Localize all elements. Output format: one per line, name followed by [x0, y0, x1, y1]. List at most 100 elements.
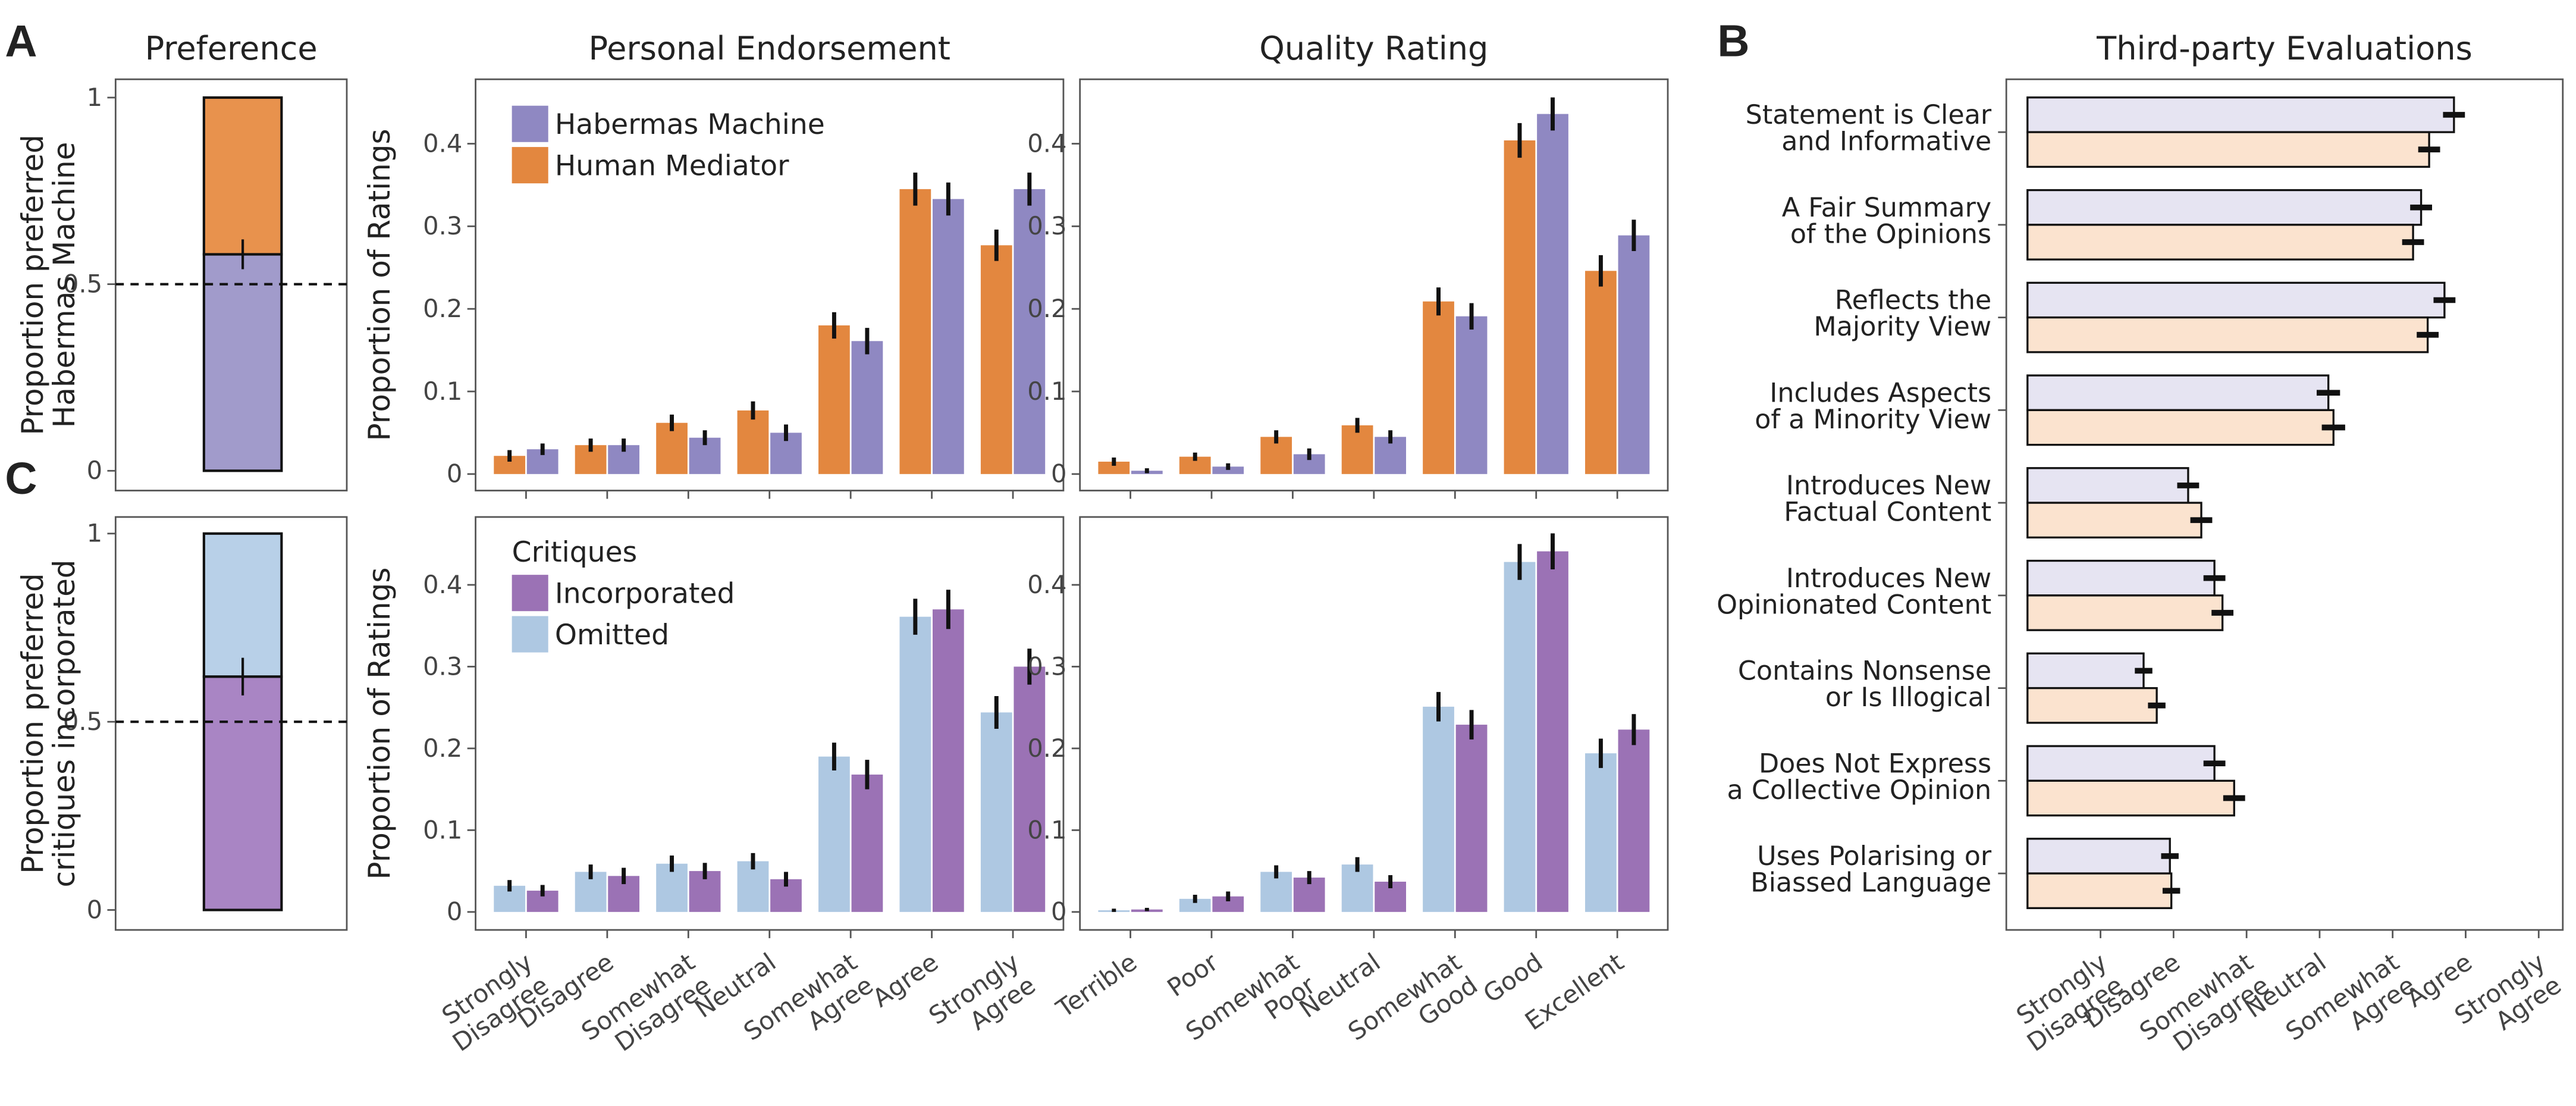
bar-segment [202, 675, 283, 911]
y-tick-label: 0.1 [423, 815, 462, 844]
bar [851, 341, 883, 474]
bar [2026, 281, 2446, 319]
bar-segment [202, 253, 283, 472]
bar [1504, 562, 1536, 912]
y-tick-label: Introduces New Opinionated Content [1717, 563, 1991, 620]
y-tick-label: 0 [447, 897, 462, 926]
bar [737, 861, 769, 912]
bar [1212, 466, 1244, 474]
y-tick-label: 0.1 [1027, 815, 1066, 844]
panel-title: Quality Rating [1259, 30, 1488, 67]
bar [1537, 114, 1568, 474]
y-tick-label: 0.1 [423, 377, 462, 406]
y-tick-label: 0 [1051, 459, 1066, 488]
panel-frame [475, 78, 1065, 491]
y-axis-label: Proportion preferredHabermas Machine [15, 134, 81, 435]
bar [2026, 652, 2145, 690]
panel-title: Preference [145, 30, 318, 67]
panel-letter: A [5, 15, 37, 65]
y-tick-label: Reflects the Majority View [1813, 286, 1991, 342]
bar [2026, 838, 2171, 875]
bar-segment [202, 96, 283, 256]
bar [1504, 140, 1536, 474]
bar [980, 245, 1012, 474]
panel-letter: B [1717, 15, 1749, 65]
y-tick-label: 1 [87, 83, 102, 112]
bar [2026, 779, 2235, 817]
bar [2026, 316, 2429, 353]
y-tick-label: 0.2 [1027, 734, 1066, 763]
bar [899, 189, 931, 474]
bar [1585, 753, 1617, 912]
bar [1618, 729, 1650, 912]
bar-segment [202, 532, 283, 678]
legend-swatch [512, 147, 548, 184]
bar [933, 199, 964, 474]
legend-swatch [512, 616, 548, 653]
panel-frame [1079, 78, 1669, 491]
y-tick-label: 0.3 [423, 211, 462, 240]
y-tick-label: 0 [87, 456, 102, 485]
y-tick-label: 0.2 [423, 294, 462, 323]
bar [2026, 189, 2423, 226]
y-tick-label: 0 [447, 459, 462, 488]
y-tick-label: 0.2 [423, 734, 462, 763]
bar [2026, 409, 2335, 446]
bar [1260, 872, 1292, 912]
bar [933, 609, 964, 912]
bar [1341, 864, 1373, 912]
y-tick-label: 0.3 [1027, 651, 1066, 681]
y-tick-label: 0.4 [423, 129, 462, 158]
legend-label: Habermas Machine [555, 108, 825, 141]
bar [2026, 467, 2189, 504]
legend-swatch [512, 105, 548, 142]
bar [737, 410, 769, 474]
y-tick-label: 0.4 [423, 570, 462, 599]
bar [1585, 271, 1617, 474]
y-tick-label: Includes Aspects of a Minority View [1755, 378, 1991, 434]
x-tick-label: StronglyAgree [924, 947, 1041, 1053]
y-axis-label: Proportion preferredcritiques incorporat… [15, 559, 81, 887]
panel-letter: C [5, 453, 37, 503]
x-tick-label: Poor [1162, 947, 1223, 1002]
bar [2026, 745, 2216, 782]
y-tick-label: 0.3 [423, 651, 462, 681]
bar [1014, 189, 1046, 474]
bar [2026, 687, 2158, 724]
bar [1341, 425, 1373, 474]
bar [1537, 551, 1568, 912]
panel-frame [1079, 516, 1669, 931]
x-tick-label: Terrible [1050, 947, 1142, 1023]
bar [2026, 96, 2455, 133]
panel-frame [114, 516, 348, 931]
bar [1423, 301, 1454, 474]
bar [2026, 559, 2216, 597]
bar [656, 422, 688, 474]
bar [980, 712, 1012, 912]
bar [2026, 374, 2330, 412]
y-tick-label: Introduces New Factual Content [1784, 471, 1991, 527]
bar [2026, 224, 2414, 261]
y-tick-label: Uses Polarising or Biassed Language [1750, 841, 1992, 898]
legend-swatch [512, 575, 548, 612]
bar [1455, 316, 1488, 474]
bar [818, 756, 850, 912]
bar [2026, 594, 2224, 631]
legend-label: Human Mediator [555, 149, 789, 182]
y-tick-label: Does Not Express a Collective Opinion [1727, 748, 1992, 805]
y-tick-label: Contains Nonsense or Is Illogical [1738, 656, 1991, 713]
y-tick-label: 0 [1051, 897, 1066, 926]
legend-title: Critiques [512, 536, 638, 569]
y-tick-label: 0 [87, 895, 102, 924]
y-tick-label: Statement is Clear and Informative [1746, 100, 1992, 156]
y-tick-label: 1 [87, 519, 102, 548]
panel-title: Third-party Evaluations [2096, 30, 2473, 67]
legend-label: Incorporated [555, 577, 735, 610]
y-tick-label: 0.5 [63, 707, 102, 736]
y-tick-label: 0.3 [1027, 211, 1066, 240]
panel-frame [2005, 78, 2564, 931]
bar [1014, 666, 1046, 912]
y-tick-label: 0.4 [1027, 570, 1066, 599]
bar [2026, 502, 2202, 539]
